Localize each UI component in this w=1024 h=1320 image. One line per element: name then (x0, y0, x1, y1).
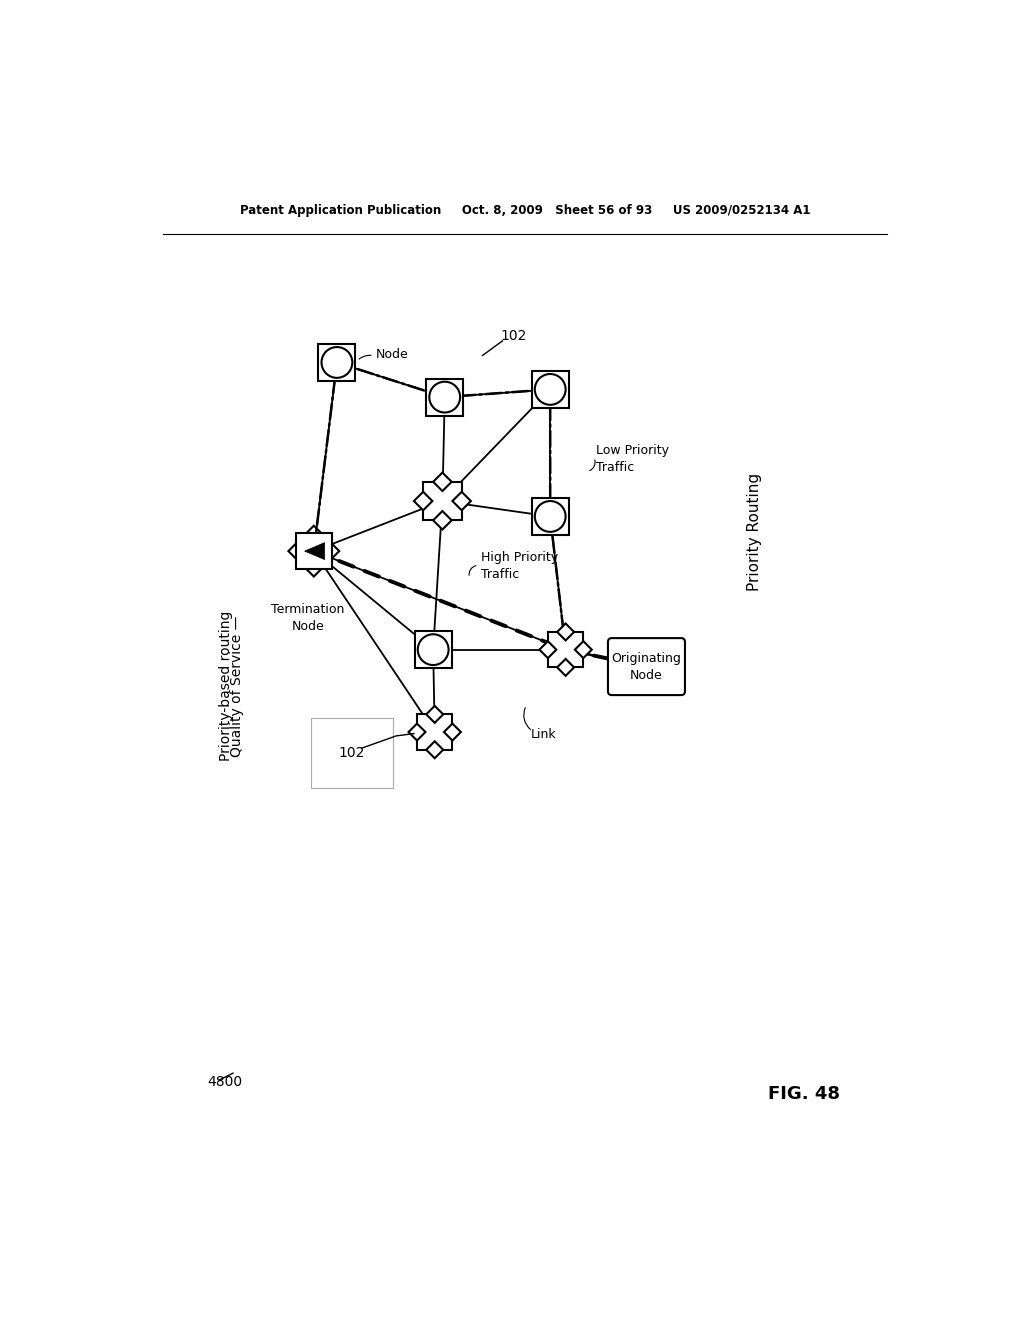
Bar (318, 345, 355, 381)
Polygon shape (409, 723, 425, 741)
Polygon shape (414, 492, 432, 511)
Text: 102: 102 (500, 329, 526, 342)
Polygon shape (453, 492, 471, 511)
Text: Patent Application Publication     Oct. 8, 2009   Sheet 56 of 93     US 2009/025: Patent Application Publication Oct. 8, 2… (240, 205, 810, 218)
Text: Node: Node (376, 348, 409, 362)
Circle shape (535, 374, 565, 405)
Text: Priority Routing: Priority Routing (746, 473, 762, 591)
Text: Quality of Service —: Quality of Service — (229, 615, 244, 756)
Polygon shape (426, 706, 443, 723)
Polygon shape (540, 642, 556, 659)
Text: Link: Link (531, 727, 557, 741)
Bar (296, 533, 332, 569)
Text: 102: 102 (338, 746, 365, 760)
Text: Originating
Node: Originating Node (611, 652, 681, 681)
Bar (531, 371, 568, 408)
Polygon shape (444, 723, 461, 741)
Polygon shape (557, 623, 574, 640)
Bar (415, 631, 452, 668)
Bar (417, 714, 453, 750)
Text: 4800: 4800 (208, 1076, 243, 1089)
Bar (531, 498, 568, 535)
Polygon shape (304, 543, 325, 560)
Text: FIG. 48: FIG. 48 (768, 1085, 841, 1104)
Bar (423, 482, 462, 520)
Circle shape (418, 635, 449, 665)
Text: High Priority
Traffic: High Priority Traffic (481, 552, 558, 582)
Bar (548, 632, 584, 668)
Text: Termination
Node: Termination Node (271, 603, 344, 634)
Polygon shape (433, 511, 452, 529)
Polygon shape (433, 473, 452, 491)
Circle shape (429, 381, 460, 413)
Polygon shape (574, 642, 592, 659)
Text: Priority-based routing: Priority-based routing (219, 611, 233, 762)
FancyBboxPatch shape (608, 638, 685, 696)
Bar (426, 379, 463, 416)
Circle shape (322, 347, 352, 378)
Polygon shape (557, 659, 574, 676)
Circle shape (535, 502, 565, 532)
Polygon shape (426, 742, 443, 758)
Text: Low Priority
Traffic: Low Priority Traffic (596, 444, 669, 474)
